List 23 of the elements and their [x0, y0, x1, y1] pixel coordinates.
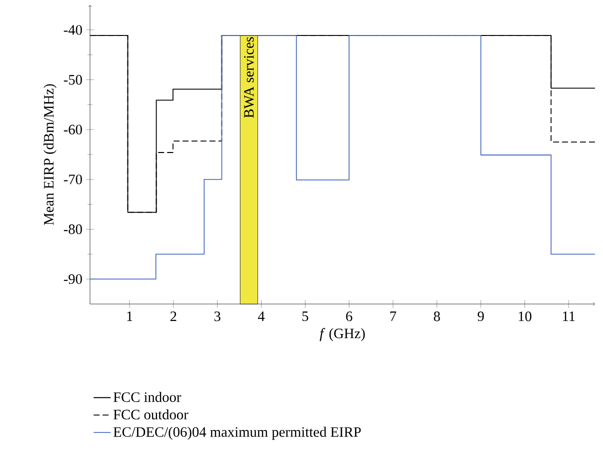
y-tick-label: -60	[64, 124, 82, 134]
x-tick-label: 4	[258, 312, 265, 321]
x-tick-label: 5	[302, 312, 308, 322]
legend-label: FCC outdoor	[113, 409, 188, 420]
x-tick-label: 3	[214, 312, 220, 322]
x-tick-label: 1	[127, 312, 132, 321]
x-tick-label: 6	[346, 312, 352, 322]
y-axis-title: Mean EIRP (dBm/MHz)	[44, 84, 57, 226]
x-tick-label: 2	[170, 312, 176, 322]
y-tick-label: -90	[64, 274, 82, 284]
x-tick-label: 9	[478, 312, 484, 322]
x-tick-label: 7	[390, 312, 396, 321]
x-tick-label: 8	[434, 312, 440, 322]
legend-label: EC/DEC/(06)04 maximum permitted EIRP	[113, 426, 361, 440]
band-label: BWA services	[244, 37, 254, 118]
y-tick-label: -80	[64, 224, 82, 234]
y-tick-label: -40	[64, 25, 82, 35]
x-tick-label: 11	[563, 312, 575, 321]
y-tick-label: -50	[64, 74, 82, 85]
y-tick-label: -70	[64, 174, 82, 184]
x-tick-label: 10	[518, 312, 532, 322]
legend-label: FCC indoor	[113, 392, 182, 402]
x-axis-title: f (GHz)	[320, 328, 365, 342]
